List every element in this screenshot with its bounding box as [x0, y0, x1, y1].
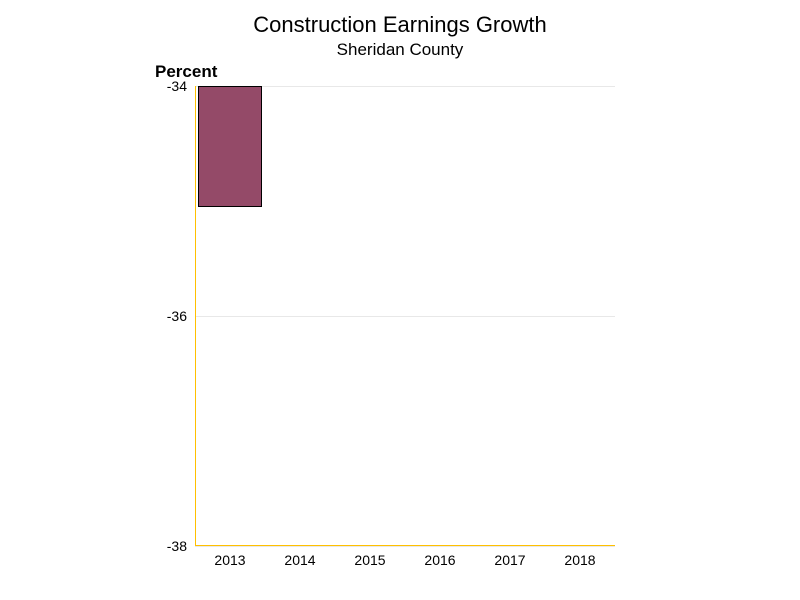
x-tick-label: 2018: [545, 552, 615, 568]
gridline: [195, 546, 615, 547]
x-tick-label: 2015: [335, 552, 405, 568]
y-axis: [195, 86, 196, 546]
chart-container: Construction Earnings Growth Sheridan Co…: [0, 0, 800, 600]
gridline: [195, 316, 615, 317]
x-tick-label: 2016: [405, 552, 475, 568]
x-tick-label: 2013: [195, 552, 265, 568]
bar: [198, 86, 262, 207]
y-tick-label: -38: [147, 538, 187, 554]
y-tick-label: -36: [147, 308, 187, 324]
x-tick-label: 2017: [475, 552, 545, 568]
x-tick-label: 2014: [265, 552, 335, 568]
plot-area: -34-36-38201320142015201620172018: [195, 86, 615, 546]
chart-subtitle: Sheridan County: [0, 40, 800, 60]
chart-title: Construction Earnings Growth: [0, 12, 800, 38]
y-tick-label: -34: [147, 78, 187, 94]
x-axis: [195, 545, 615, 546]
